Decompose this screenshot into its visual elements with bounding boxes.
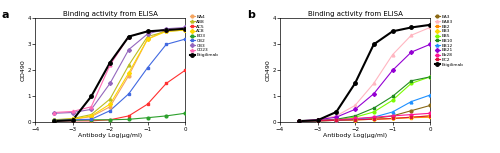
Legend: BA4, AB8, AC5, AC8, BD3, CB2, CB3, CD23, Etigilimab: BA4, AB8, AC5, AC8, BD3, CB2, CB3, CD23,… [188, 13, 220, 59]
Legend: EA3, EA83, EB2, EB3, EB5, EB10, EB12, EB21, Eb28, EC2, Etigilimab: EA3, EA83, EB2, EB3, EB5, EB10, EB12, EB… [433, 13, 465, 69]
Text: b: b [247, 10, 255, 20]
X-axis label: Antibody Log(μg/ml): Antibody Log(μg/ml) [78, 133, 142, 138]
X-axis label: Antibody Log(μg/ml): Antibody Log(μg/ml) [323, 133, 387, 138]
Text: a: a [2, 10, 10, 20]
Title: Binding activity from ELISA: Binding activity from ELISA [308, 11, 402, 17]
Y-axis label: OD490: OD490 [21, 60, 26, 81]
Title: Binding activity from ELISA: Binding activity from ELISA [62, 11, 158, 17]
Y-axis label: OD490: OD490 [266, 60, 271, 81]
